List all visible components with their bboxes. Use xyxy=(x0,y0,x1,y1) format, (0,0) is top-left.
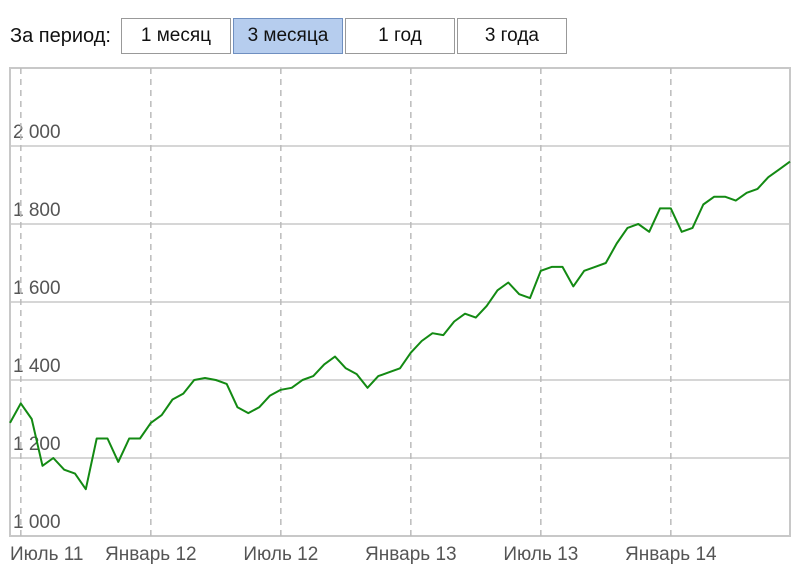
period-button[interactable]: 1 год xyxy=(344,18,455,54)
x-tick-label: Январь 12 xyxy=(105,544,197,565)
y-tick-label: 1 400 xyxy=(13,356,61,377)
y-tick-label: 2 000 xyxy=(13,122,61,143)
x-tick-label: Июль 13 xyxy=(503,544,578,565)
y-tick-label: 1 000 xyxy=(13,512,61,533)
y-tick-label: 1 800 xyxy=(13,200,61,221)
period-button[interactable]: 1 месяц xyxy=(120,18,231,54)
x-tick-label: Январь 13 xyxy=(365,544,457,565)
period-bar: За период: 1 месяц 3 месяца 1 год 3 года xyxy=(10,18,569,54)
price-line xyxy=(9,160,791,491)
x-tick-label: Июль 11 xyxy=(10,544,83,565)
period-button[interactable]: 3 года xyxy=(456,18,567,54)
y-tick-label: 1 600 xyxy=(13,278,61,299)
x-tick-label: Июль 12 xyxy=(243,544,318,565)
period-label: За период: xyxy=(10,24,111,47)
x-tick-label: Январь 14 xyxy=(625,544,717,565)
period-button[interactable]: 3 месяца xyxy=(232,18,343,54)
